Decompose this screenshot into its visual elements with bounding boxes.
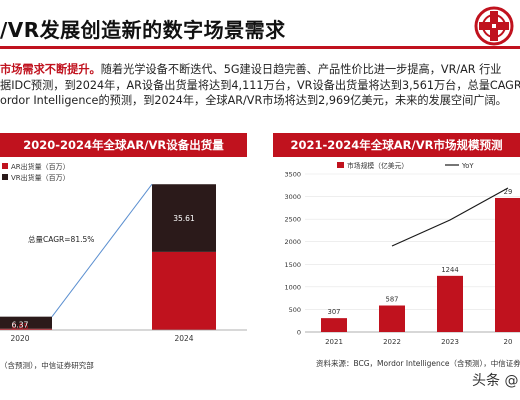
y-tick-500: 500 bbox=[289, 306, 301, 314]
yoy-line bbox=[391, 187, 509, 247]
legend-swatch-1 bbox=[2, 174, 8, 180]
watermark: 头条 @ bbox=[472, 373, 519, 389]
y-tick-2000: 2000 bbox=[284, 238, 301, 246]
data-label-2023: 1244 bbox=[441, 266, 458, 274]
y-tick-3000: 3000 bbox=[284, 193, 301, 201]
data-label-2021: 307 bbox=[328, 308, 341, 316]
market-size-chart: 0 500 1000 1500 2000 2500 3000 3500 市场规模（亿美元） YoY… bbox=[284, 161, 520, 346]
data-label-2022: 587 bbox=[386, 296, 399, 304]
data-label-2024: 29 bbox=[504, 188, 513, 196]
bar-2021 bbox=[321, 318, 347, 332]
body-line-2: 据IDC预测，到2024年，AR设备出货量将达到4,111万台，VR设备出货量将… bbox=[0, 78, 520, 92]
legend-label-0: AR出货量（百万） bbox=[11, 162, 70, 171]
x-tick-2024: 2024 bbox=[174, 334, 193, 343]
y-tick-1500: 1500 bbox=[284, 261, 301, 269]
page-title: /VR发展创造新的数字场景需求 bbox=[0, 18, 286, 42]
left-source-note: （含预测），中信证券研究部 bbox=[0, 361, 94, 370]
cagr-trend-line bbox=[51, 183, 153, 317]
legend-label-yoy: YoY bbox=[461, 162, 474, 170]
data-label-2: 35.61 bbox=[173, 214, 195, 223]
body-lead: 市场需求不断提升。 bbox=[0, 63, 101, 76]
bar-2024 bbox=[495, 197, 520, 332]
y-tick-0: 0 bbox=[297, 329, 301, 337]
x-tick-2022: 2022 bbox=[383, 338, 401, 346]
x-tick-2020: 2020 bbox=[10, 334, 29, 343]
x-tick-2021: 2021 bbox=[325, 338, 343, 346]
body-line-1: 随着光学设备不断迭代、5G建设日趋完善、产品性价比进一步提高，VR/AR 行业 bbox=[100, 63, 502, 76]
bar-2020-1 bbox=[0, 316, 52, 329]
legend-label-market: 市场规模（亿美元） bbox=[347, 161, 408, 170]
body-line-3: ordor Intelligence的预测，到2024年，全球AR/VR市场将达… bbox=[0, 94, 507, 107]
shipment-chart: AR出货量（百万） VR出货量（百万） 2020 2024 0.656.37 35.61 总… bbox=[0, 162, 247, 343]
bar-2022 bbox=[379, 305, 405, 332]
legend-swatch-0 bbox=[2, 163, 8, 169]
bar-2024-1 bbox=[152, 184, 216, 252]
y-tick-2500: 2500 bbox=[284, 216, 301, 224]
x-tick-2023: 2023 bbox=[441, 338, 459, 346]
header-rule bbox=[0, 46, 520, 49]
cagr-annotation: 总量CAGR=81.5% bbox=[28, 234, 94, 244]
legend-label-1: VR出货量（百万） bbox=[11, 173, 70, 182]
legend-swatch-market bbox=[337, 162, 344, 168]
y-tick-1000: 1000 bbox=[284, 283, 301, 291]
right-chart-title: 2021-2024年全球AR/VR市场规模预测 bbox=[273, 133, 520, 157]
y-tick-3500: 3500 bbox=[284, 171, 301, 179]
left-chart-title: 2020-2024年全球AR/VR设备出货量 bbox=[0, 133, 247, 157]
data-label-1: 6.37 bbox=[12, 321, 29, 330]
bar-2023 bbox=[437, 275, 463, 332]
citic-logo-icon bbox=[474, 6, 514, 46]
bar-2020-0 bbox=[0, 328, 52, 330]
x-tick-2024: 20 bbox=[504, 338, 513, 346]
data-label-0: 0.65 bbox=[12, 322, 29, 331]
body-paragraph: 市场需求不断提升。随着光学设备不断迭代、5G建设日趋完善、产品性价比进一步提高，… bbox=[0, 62, 520, 109]
bar-2024-0 bbox=[152, 251, 216, 330]
right-source-note: 资料来源：BCG，Mordor Intelligence（含预测），中信证券研究… bbox=[316, 359, 520, 368]
